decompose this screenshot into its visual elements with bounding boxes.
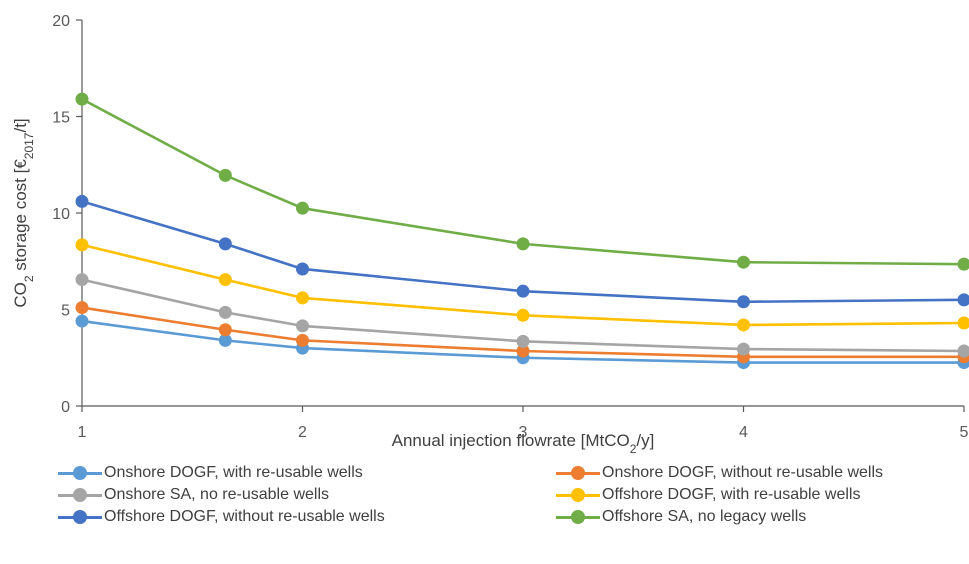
data-point <box>218 305 232 319</box>
y-axis-title: CO2 storage cost [€2017/t] <box>11 118 36 307</box>
legend-swatch <box>556 487 600 503</box>
legend-label: Onshore SA, no re-usable wells <box>104 486 329 503</box>
y-tick-label: 5 <box>61 303 70 320</box>
legend-swatch <box>58 465 102 481</box>
series-line <box>81 306 964 359</box>
data-point <box>957 293 969 307</box>
data-point <box>218 168 232 182</box>
data-point <box>296 201 309 215</box>
axes: 0 5 10 15 20 1 2 3 4 5 <box>52 13 968 441</box>
series-line <box>81 278 965 353</box>
data-point <box>218 333 232 347</box>
series-line <box>81 243 965 327</box>
legend-label: Onshore DOGF, with re-usable wells <box>104 464 363 481</box>
data-point <box>737 318 750 332</box>
legend-label: Onshore DOGF, without re-usable wells <box>602 464 883 481</box>
y-tick-label: 20 <box>52 13 70 30</box>
legend-item: Onshore SA, no re-usable wells <box>58 486 329 504</box>
series-line <box>81 97 965 266</box>
legend-item: Onshore DOGF, without re-usable wells <box>556 464 883 482</box>
data-point <box>516 284 530 298</box>
y-tick-label: 15 <box>52 110 70 127</box>
data-point <box>296 319 309 333</box>
legend-label: Offshore SA, no legacy wells <box>602 508 807 525</box>
plot-area <box>75 92 969 370</box>
data-point <box>516 334 530 348</box>
data-point <box>75 194 89 208</box>
series-line <box>81 200 965 304</box>
x-tick-label: 4 <box>739 424 748 441</box>
data-point <box>296 262 309 276</box>
x-tick-label: 1 <box>78 424 87 441</box>
legend-swatch <box>556 465 600 481</box>
legend-item: Offshore DOGF, without re-usable wells <box>58 508 385 526</box>
x-tick-label: 3 <box>519 424 528 441</box>
chart: 0 5 10 15 20 1 2 3 4 5 Annual injection flowrate … <box>11 13 969 456</box>
legend-item: Offshore SA, no legacy wells <box>556 508 806 526</box>
data-point <box>516 344 530 358</box>
legend-swatch <box>58 509 102 525</box>
x-axis-title: Annual injection flowrate [MtCO2/y] <box>392 431 655 456</box>
legend-item: Onshore DOGF, with re-usable wells <box>58 464 363 482</box>
data-point <box>957 257 969 271</box>
data-point <box>516 237 530 251</box>
x-tick-label: 5 <box>960 424 969 441</box>
data-point <box>516 308 530 322</box>
legend-swatch <box>556 509 600 525</box>
legend-swatch <box>58 487 102 503</box>
legend-label: Offshore DOGF, with re-usable wells <box>602 486 861 503</box>
data-point <box>296 291 309 305</box>
data-point <box>737 295 750 309</box>
data-point <box>218 273 232 287</box>
data-point <box>75 92 89 106</box>
legend-label: Offshore DOGF, without re-usable wells <box>104 508 385 525</box>
data-point <box>957 316 969 330</box>
legend-item: Offshore DOGF, with re-usable wells <box>556 486 860 504</box>
data-point <box>75 314 89 328</box>
data-point <box>75 238 89 252</box>
data-point <box>218 237 232 251</box>
data-point <box>75 301 89 315</box>
data-point <box>737 255 750 269</box>
data-point <box>75 273 89 287</box>
x-tick-label: 2 <box>298 424 307 441</box>
y-tick-label: 10 <box>52 206 70 223</box>
y-tick-label: 0 <box>61 399 70 416</box>
data-point <box>737 342 750 356</box>
series-line <box>81 319 964 364</box>
data-point <box>296 333 309 347</box>
data-point <box>957 344 969 358</box>
data-point <box>218 323 232 337</box>
